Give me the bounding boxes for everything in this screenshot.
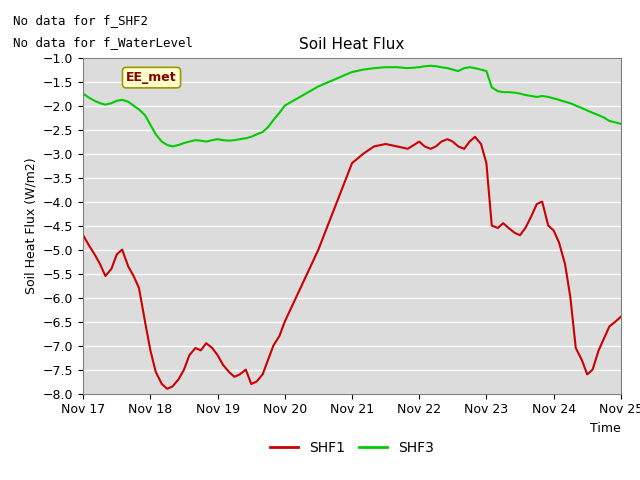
- Title: Soil Heat Flux: Soil Heat Flux: [300, 37, 404, 52]
- X-axis label: Time: Time: [590, 422, 621, 435]
- Text: No data for f_SHF2: No data for f_SHF2: [13, 14, 148, 27]
- Legend: SHF1, SHF3: SHF1, SHF3: [265, 435, 439, 461]
- Text: EE_met: EE_met: [126, 71, 177, 84]
- Text: No data for f_WaterLevel: No data for f_WaterLevel: [13, 36, 193, 49]
- Y-axis label: Soil Heat Flux (W/m2): Soil Heat Flux (W/m2): [24, 157, 37, 294]
